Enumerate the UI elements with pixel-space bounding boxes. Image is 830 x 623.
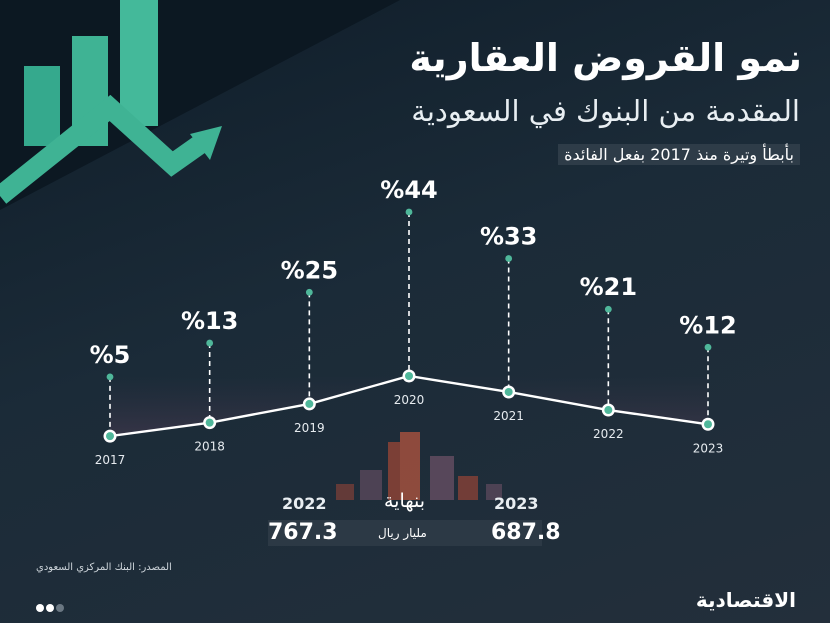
brand-logo: الاقتصادية xyxy=(695,588,796,612)
pagination-dots xyxy=(36,597,66,616)
page-title: نمو القروض العقارية xyxy=(409,36,802,80)
dot-inactive xyxy=(56,604,64,612)
data-label-2017: %5 xyxy=(90,341,131,369)
comparison-left-year: 2022 xyxy=(282,494,327,513)
data-label-2022: %21 xyxy=(580,273,637,301)
data-label-2023: %12 xyxy=(679,311,736,339)
deco-bar-3 xyxy=(120,0,158,126)
dot-active xyxy=(46,604,54,612)
line-node-core-2023 xyxy=(704,420,712,429)
trend-arrow-head-icon xyxy=(190,126,222,160)
page-subtitle: المقدمة من البنوك في السعودية xyxy=(411,94,800,128)
line-node-core-2020 xyxy=(405,372,413,380)
comparison-right-value: 687.8 xyxy=(491,520,561,545)
comparison-unit: مليار ريال xyxy=(378,526,427,540)
comparison-band xyxy=(268,520,542,546)
value-dot-2021 xyxy=(505,255,513,262)
value-dot-2018 xyxy=(206,339,214,347)
data-label-2019: %25 xyxy=(281,256,338,284)
data-label-2021: %33 xyxy=(480,223,537,251)
comparison-left-value: 767.3 xyxy=(268,520,338,545)
value-dot-2023 xyxy=(704,343,712,351)
line-node-core-2021 xyxy=(504,387,513,396)
line-node-core-2022 xyxy=(604,406,613,415)
x-tick-2020: 2020 xyxy=(394,393,425,407)
x-tick-2022: 2022 xyxy=(593,427,624,441)
deco-bar-1 xyxy=(24,66,60,146)
comparison-end-label: بنهاية xyxy=(384,490,426,512)
city-skyline-illustration xyxy=(336,432,502,500)
value-dot-2019 xyxy=(305,288,313,296)
x-tick-2021: 2021 xyxy=(493,409,524,423)
line-node-core-2017 xyxy=(106,432,114,441)
value-dot-2020 xyxy=(405,208,413,216)
dot-active xyxy=(36,604,44,612)
x-tick-2023: 2023 xyxy=(693,441,724,455)
value-dot-2022 xyxy=(604,305,612,313)
value-dot-2017 xyxy=(106,373,114,381)
x-tick-2019: 2019 xyxy=(294,421,325,435)
line-node-core-2018 xyxy=(205,418,214,427)
comparison-right-year: 2023 xyxy=(494,494,539,513)
chart-area-fill xyxy=(110,376,708,437)
tagline: بأبطأ وتيرة منذ 2017 بفعل الفائدة xyxy=(558,144,800,165)
data-label-2020: %44 xyxy=(380,176,437,204)
trend-arrow-icon xyxy=(0,94,212,204)
data-label-2018: %13 xyxy=(181,307,238,335)
x-tick-2017: 2017 xyxy=(95,453,126,467)
source-note: المصدر: البنك المركزي السعودي xyxy=(36,562,172,573)
growth-chart: %5 2017 %13 2018 %25 2019 %44 2020 %33 2021 %21 202… xyxy=(90,176,737,467)
x-tick-2018: 2018 xyxy=(194,440,225,454)
line-node-core-2019 xyxy=(305,399,314,408)
